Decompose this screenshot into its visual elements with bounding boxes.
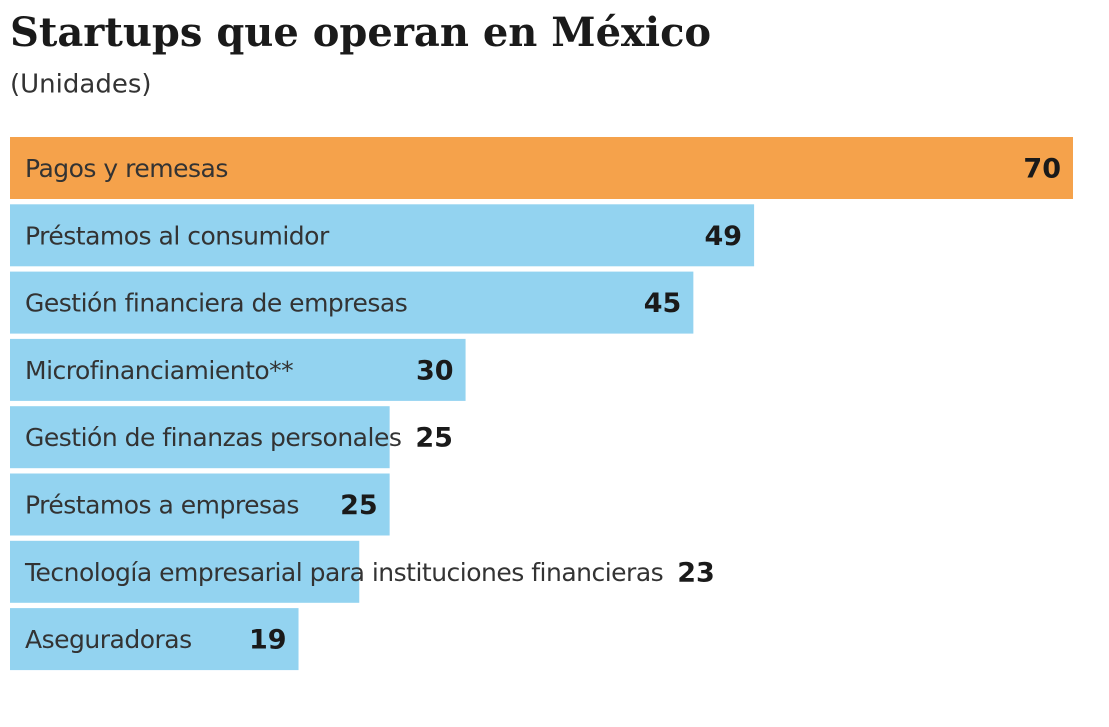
bar: [10, 204, 755, 267]
value-label: 25: [415, 423, 453, 454]
bar: [10, 271, 694, 334]
bar: [10, 540, 360, 603]
category-label: Gestión financiera de empresas: [25, 289, 407, 318]
category-label: Aseguradoras: [25, 625, 192, 654]
category-label: Préstamos a empresas: [25, 491, 299, 520]
value-label: 45: [644, 288, 682, 319]
category-label: Tecnología empresarial para institucione…: [24, 558, 663, 587]
category-label: Pagos y remesas: [25, 154, 228, 183]
value-label: 23: [677, 557, 715, 588]
bar: [10, 608, 299, 671]
value-label: 25: [340, 490, 378, 521]
category-label: Gestión de finanzas personales: [25, 423, 401, 452]
bar: [10, 473, 390, 536]
value-label: 30: [416, 355, 454, 386]
bar: [10, 338, 466, 401]
value-label: 70: [1023, 154, 1061, 185]
bar: [10, 406, 390, 469]
value-label: 19: [249, 625, 287, 656]
value-label: 49: [705, 221, 743, 252]
chart-subtitle: (Unidades): [10, 70, 152, 100]
bar: [10, 137, 1073, 199]
category-label: Microfinanciamiento**: [25, 356, 293, 385]
chart-title: Startups que operan en México: [10, 9, 711, 56]
category-label: Préstamos al consumidor: [25, 221, 330, 250]
